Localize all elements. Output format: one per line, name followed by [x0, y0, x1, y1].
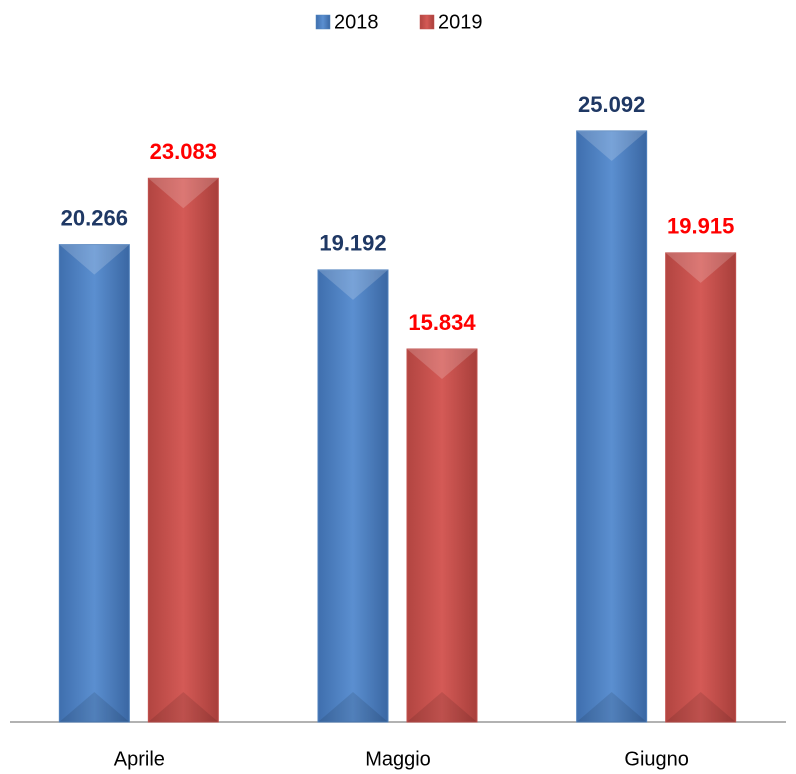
data-label: 19.915 [667, 214, 734, 239]
bar-bevel-bottom [318, 692, 388, 722]
bar [665, 252, 737, 723]
data-label: 15.834 [408, 310, 476, 335]
data-label: 20.266 [61, 205, 128, 230]
bar-bevel-top [148, 178, 219, 209]
data-label: 23.083 [150, 139, 217, 164]
data-label: 25.092 [578, 92, 645, 117]
bar [58, 244, 130, 723]
x-tick-label: Giugno [624, 748, 689, 770]
bar [147, 177, 219, 723]
bar-bevel-top [318, 269, 388, 300]
legend-label: 2019 [438, 11, 483, 33]
bar-bevel-bottom [576, 692, 647, 722]
bar-bevel-top [576, 130, 647, 161]
bar [576, 130, 648, 723]
legend-swatch [315, 14, 331, 30]
bar-bevel-bottom [148, 692, 219, 722]
bar-bevel-bottom [665, 692, 736, 722]
bar-bevel-top [407, 349, 477, 380]
bar-bevel-bottom [407, 692, 477, 722]
bar-bevel-top [665, 252, 736, 283]
x-tick-label: Aprile [114, 748, 165, 770]
legend-swatch [419, 14, 435, 30]
bar-bevel-top [59, 244, 130, 275]
bar-bevel-bottom [59, 692, 130, 722]
data-label: 19.192 [319, 231, 386, 256]
bar [317, 269, 389, 723]
bar [406, 348, 478, 723]
x-tick-label: Maggio [365, 748, 431, 770]
legend-label: 2018 [334, 11, 379, 33]
